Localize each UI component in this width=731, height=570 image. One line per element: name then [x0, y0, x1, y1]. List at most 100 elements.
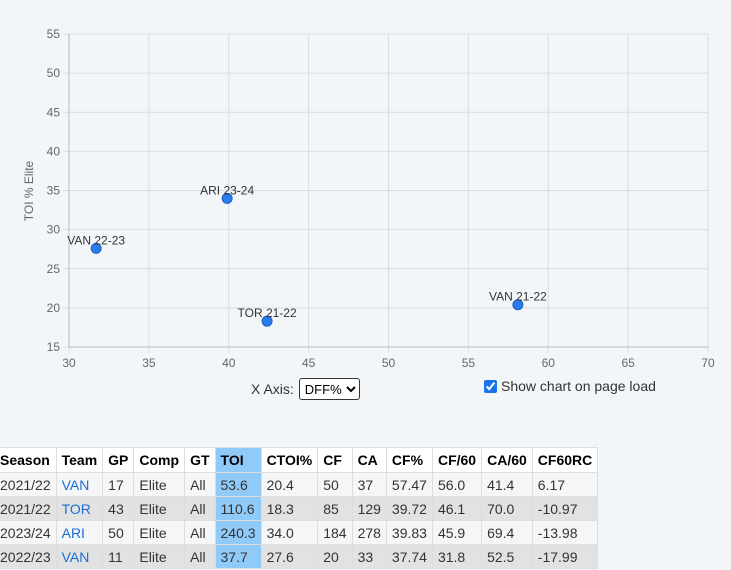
show-chart-label: Show chart on page load — [501, 378, 656, 394]
table-cell: Elite — [133, 472, 186, 497]
team-link[interactable]: VAN — [61, 548, 90, 565]
chart-points: VAN 21-22 TOR 21-22 ARI 23-24 VAN 22-23 — [67, 183, 547, 327]
column-header[interactable]: TOI — [214, 447, 262, 473]
y-tick-label: 25 — [47, 262, 61, 276]
table-cell: -10.97 — [531, 496, 599, 521]
column-header[interactable]: Season — [0, 447, 57, 473]
table-cell: 240.3 — [214, 520, 262, 545]
table-cell: 2022/23 — [0, 544, 57, 569]
column-header[interactable]: CF — [317, 447, 353, 473]
table-cell: All — [184, 544, 216, 569]
table-cell: 20 — [317, 544, 353, 569]
data-point[interactable] — [90, 242, 102, 254]
y-tick-label: 20 — [47, 301, 61, 315]
table-cell: ARI — [55, 520, 104, 545]
y-tick-label: 30 — [47, 223, 61, 237]
table-cell: 11 — [102, 544, 135, 569]
x-axis-control: X Axis: DFF% — [251, 378, 360, 400]
table-cell: All — [184, 496, 216, 521]
table-row: 2021/22 VAN 17 Elite All 53.6 20.4 50 37 57.47 56.… — [0, 472, 599, 497]
team-link[interactable]: ARI — [61, 524, 85, 541]
table-cell: 57.47 — [385, 472, 433, 497]
table-cell: 69.4 — [481, 520, 533, 545]
x-tick-label: 40 — [222, 356, 236, 370]
table-cell: 129 — [351, 496, 387, 521]
table-cell: -13.98 — [531, 520, 599, 545]
table-cell: 17 — [102, 472, 135, 497]
table-cell: 31.8 — [431, 544, 483, 569]
table-cell: 2021/22 — [0, 496, 57, 521]
table-cell: 20.4 — [260, 472, 319, 497]
table-row: 2023/24 ARI 50 Elite All 240.3 34.0 184 278 39.83… — [0, 520, 599, 545]
table-cell: 2021/22 — [0, 472, 57, 497]
column-header[interactable]: CF60RC — [531, 447, 599, 473]
x-tick-label: 35 — [142, 356, 156, 370]
table-cell: 43 — [102, 496, 135, 521]
x-tick-label: 45 — [302, 356, 316, 370]
stats-table: Season Team GP Comp GT TOI CTOI% CF CA CF% CF/60 CA… — [0, 447, 599, 569]
y-tick-label: 45 — [47, 105, 61, 119]
data-point[interactable] — [221, 192, 233, 204]
table-cell: 56.0 — [431, 472, 483, 497]
column-header[interactable]: GP — [102, 447, 135, 473]
x-tick-label: 55 — [462, 356, 476, 370]
column-header[interactable]: CA/60 — [481, 447, 533, 473]
table-cell: 45.9 — [431, 520, 483, 545]
column-header[interactable]: CTOI% — [260, 447, 319, 473]
data-point-label: ARI 23-24 — [200, 183, 254, 197]
table-cell: 37.7 — [214, 544, 262, 569]
x-tick-label: 50 — [382, 356, 396, 370]
y-tick-label: 55 — [47, 27, 61, 41]
y-tick-label: 40 — [47, 144, 61, 158]
chart-controls: X Axis: DFF% Show chart on page load — [0, 378, 731, 402]
x-tick-label: 60 — [542, 356, 556, 370]
table-row: 2022/23 VAN 11 Elite All 37.7 27.6 20 33 37.74 31.… — [0, 544, 599, 569]
data-point[interactable] — [261, 315, 273, 327]
show-chart-checkbox[interactable] — [484, 379, 497, 393]
y-axis-label: TOI % Elite — [22, 160, 36, 221]
table-cell: 37 — [351, 472, 387, 497]
table-cell: Elite — [133, 520, 186, 545]
table-cell: 41.4 — [481, 472, 533, 497]
data-point-label: VAN 22-23 — [67, 233, 125, 247]
data-point-label: TOR 21-22 — [238, 306, 297, 320]
x-tick-label: 65 — [621, 356, 635, 370]
column-header[interactable]: CF/60 — [431, 447, 483, 473]
table-cell: TOR — [55, 496, 104, 521]
table-cell: Elite — [133, 544, 186, 569]
y-tick-label: 35 — [47, 184, 61, 198]
data-point[interactable] — [512, 299, 524, 311]
table-cell: 33 — [351, 544, 387, 569]
x-tick-label: 70 — [701, 356, 715, 370]
table-row: 2021/22 TOR 43 Elite All 110.6 18.3 85 129 39.72 4… — [0, 496, 599, 521]
x-tick-label: 30 — [62, 356, 76, 370]
table-cell: 2023/24 — [0, 520, 57, 545]
column-header[interactable]: GT — [184, 447, 216, 473]
chart-grid — [63, 33, 709, 353]
table-cell: 184 — [317, 520, 353, 545]
show-chart-toggle[interactable]: Show chart on page load — [484, 378, 656, 394]
table-cell: 46.1 — [431, 496, 483, 521]
table-cell: 50 — [317, 472, 353, 497]
table-header-row: Season Team GP Comp GT TOI CTOI% CF CA CF% CF/60 CA… — [0, 447, 599, 473]
team-link[interactable]: VAN — [61, 476, 90, 493]
table-cell: 39.72 — [385, 496, 433, 521]
table-cell: 52.5 — [481, 544, 533, 569]
column-header[interactable]: Comp — [133, 447, 186, 473]
table-cell: Elite — [133, 496, 186, 521]
column-header[interactable]: Team — [55, 447, 104, 473]
table-cell: 278 — [351, 520, 387, 545]
table-cell: 34.0 — [260, 520, 319, 545]
chart-axis-ticks: 30 35 40 45 50 55 60 65 70 15 20 25 30 35 40 45 50 55 — [47, 27, 715, 370]
column-header[interactable]: CA — [351, 447, 387, 473]
column-header[interactable]: CF% — [385, 447, 433, 473]
team-link[interactable]: TOR — [61, 500, 91, 517]
table-cell: 6.17 — [531, 472, 599, 497]
table-cell: VAN — [55, 544, 104, 569]
x-axis-select[interactable]: DFF% — [298, 378, 360, 400]
table-cell: 70.0 — [481, 496, 533, 521]
table-cell: 39.83 — [385, 520, 433, 545]
table-cell: 85 — [317, 496, 353, 521]
table-cell: 37.74 — [385, 544, 433, 569]
data-point-label: VAN 21-22 — [489, 290, 547, 304]
